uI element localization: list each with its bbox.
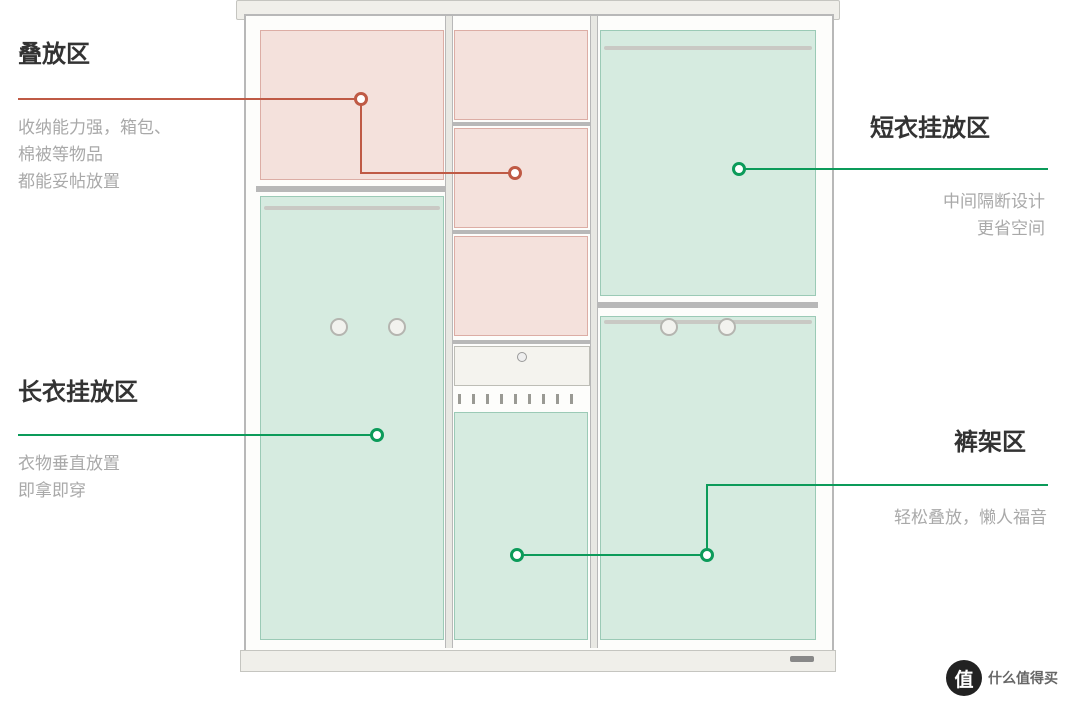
label-long-title: 长衣挂放区	[18, 372, 138, 407]
label-pants-desc: 轻松叠放，懒人福音	[855, 504, 1047, 531]
wardrobe-base	[240, 650, 836, 672]
hinge-icon	[718, 318, 736, 336]
label-stack-title: 叠放区	[18, 34, 90, 69]
callout-dot	[508, 166, 522, 180]
pant-rack	[458, 394, 584, 404]
callout-pants-h2	[516, 554, 706, 556]
hinge-icon	[388, 318, 406, 336]
shelf	[452, 340, 590, 344]
shelf	[598, 302, 818, 308]
hinge-icon	[660, 318, 678, 336]
callout-stack-h2	[360, 172, 514, 174]
shelf	[452, 122, 590, 126]
callout-dot	[510, 548, 524, 562]
drawer-knob	[517, 352, 527, 362]
label-short-title: 短衣挂放区	[870, 108, 990, 143]
zone-short-hang	[600, 30, 816, 296]
rail-pants	[604, 320, 812, 324]
callout-pants-v	[706, 484, 708, 554]
zone-stack-mid-1	[454, 30, 588, 120]
rail-short	[604, 46, 812, 50]
shelf	[452, 230, 590, 234]
callout-stack-v	[360, 98, 362, 174]
zone-stack-left	[260, 30, 444, 180]
callout-dot	[732, 162, 746, 176]
callout-dot	[354, 92, 368, 106]
callout-short-h	[738, 168, 1048, 170]
label-long-desc: 衣物垂直放置 即拿即穿	[18, 450, 120, 504]
watermark-text: 什么值得买	[988, 668, 1058, 688]
zone-stack-mid-3	[454, 236, 588, 336]
shelf	[256, 186, 446, 192]
watermark: 值 什么值得买	[946, 660, 1058, 696]
watermark-icon: 值	[946, 660, 982, 696]
label-short-desc: 中间隔断设计 更省空间	[895, 188, 1045, 242]
zone-long-hang	[260, 196, 444, 640]
hinge-icon	[330, 318, 348, 336]
rail-long	[264, 206, 440, 210]
callout-long-h	[18, 434, 376, 436]
label-pants-title: 裤架区	[954, 422, 1026, 457]
label-stack-desc: 收纳能力强，箱包、 棉被等物品 都能妥帖放置	[18, 114, 171, 196]
zone-pants	[600, 316, 816, 640]
callout-pants-h	[706, 484, 1048, 486]
callout-dot	[370, 428, 384, 442]
divider-1	[445, 16, 453, 648]
zone-mid-green	[454, 412, 588, 640]
callout-stack-h	[18, 98, 360, 100]
callout-dot	[700, 548, 714, 562]
base-handle	[790, 656, 814, 662]
zone-stack-mid-2	[454, 128, 588, 228]
